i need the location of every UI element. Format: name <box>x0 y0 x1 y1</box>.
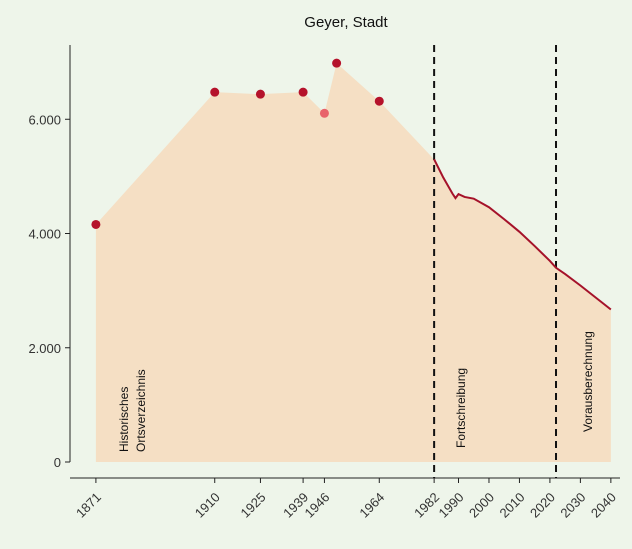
area <box>95 63 611 463</box>
census-point <box>298 87 308 97</box>
period-label: Ortsverzeichnis <box>134 369 148 452</box>
y-tick-label: 4.000 <box>28 227 61 242</box>
y-tick-label: 2.000 <box>28 341 61 356</box>
census-point <box>91 219 101 229</box>
population-line <box>433 158 612 311</box>
census-point <box>374 96 384 106</box>
census-point <box>319 108 329 118</box>
y-tick-label: 0 <box>54 455 61 470</box>
chart-title: Geyer, Stadt <box>304 14 388 31</box>
census-point <box>210 87 220 97</box>
census-point <box>255 89 265 99</box>
period-label: Historisches <box>117 387 131 452</box>
census-point <box>332 58 342 68</box>
period-label: Vorausberechnung <box>581 331 595 432</box>
y-tick-label: 6.000 <box>28 112 61 127</box>
period-label: Fortschreibung <box>454 368 468 448</box>
